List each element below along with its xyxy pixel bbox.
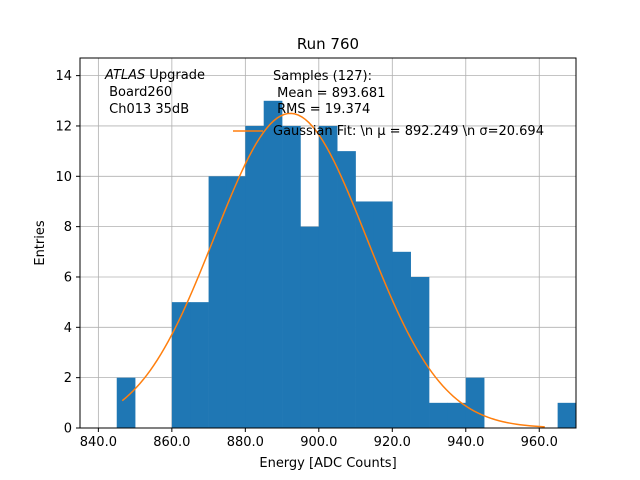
x-tick-label: 840.0 [80,435,117,450]
x-tick-label: 940.0 [447,435,484,450]
histogram-bar [337,151,356,428]
histogram-bar [429,402,448,428]
x-tick-label: 900.0 [300,435,337,450]
legend-mean: Mean = 893.681 [273,86,385,101]
y-tick-label: 10 [55,170,72,185]
x-axis-ticks: 840.0 860.0 880.0 900.0 920.0 940.0 960.0 [80,428,558,450]
histogram-bars [116,100,577,429]
histogram-bar [392,251,411,428]
y-tick-label: 8 [64,220,72,235]
gaussian-fit-line [121,112,545,428]
x-tick-label: 880.0 [227,435,264,450]
histogram-bar [190,302,209,428]
y-tick-label: 0 [64,422,72,437]
histogram-bar [208,176,228,428]
chart-title: Run 760 [297,35,359,53]
y-tick-label: 12 [55,119,72,134]
histogram-bar [263,100,283,428]
y-tick-label: 6 [64,270,72,285]
histogram-bar [245,125,265,429]
x-tick-label: 960.0 [521,435,558,450]
y-tick-label: 14 [55,69,72,84]
histogram-bar [300,226,320,428]
histogram-bar [318,125,338,429]
upgrade-label: Upgrade [145,68,205,83]
histogram-bar [373,201,393,428]
histogram-bar [465,377,485,428]
histogram-bar [226,176,246,428]
y-tick-label: 2 [64,371,72,386]
x-axis-label: Energy [ADC Counts] [259,456,396,471]
plot-frame [79,57,577,429]
legend-fit-label: Gaussian Fit: \n μ = 892.249 \n σ=20.694 [273,124,544,139]
histogram-bar [447,402,467,428]
atlas-annotation-line1: ATLAS Upgrade [104,68,205,83]
legend-rms: RMS = 19.374 [273,102,370,117]
histogram-bar [171,302,191,428]
histogram-bar [410,276,430,428]
atlas-label: ATLAS [104,68,145,83]
histogram-bar [282,125,301,429]
board-label: Board260 [105,85,172,100]
channel-label: Ch013 35dB [105,102,189,117]
x-tick-label: 920.0 [374,435,411,450]
legend-samples-count: Samples (127): [273,69,372,84]
histogram-bar [557,402,577,428]
y-axis-label: Entries [33,220,48,266]
y-tick-label: 4 [64,321,72,336]
x-tick-label: 860.0 [153,435,190,450]
histogram-bar [116,377,136,428]
y-axis-ticks: 0 2 4 6 8 10 12 14 [55,69,80,437]
legend: Samples (127): Mean = 893.681 RMS = 19.3… [233,69,544,139]
histogram-bar [355,201,375,428]
